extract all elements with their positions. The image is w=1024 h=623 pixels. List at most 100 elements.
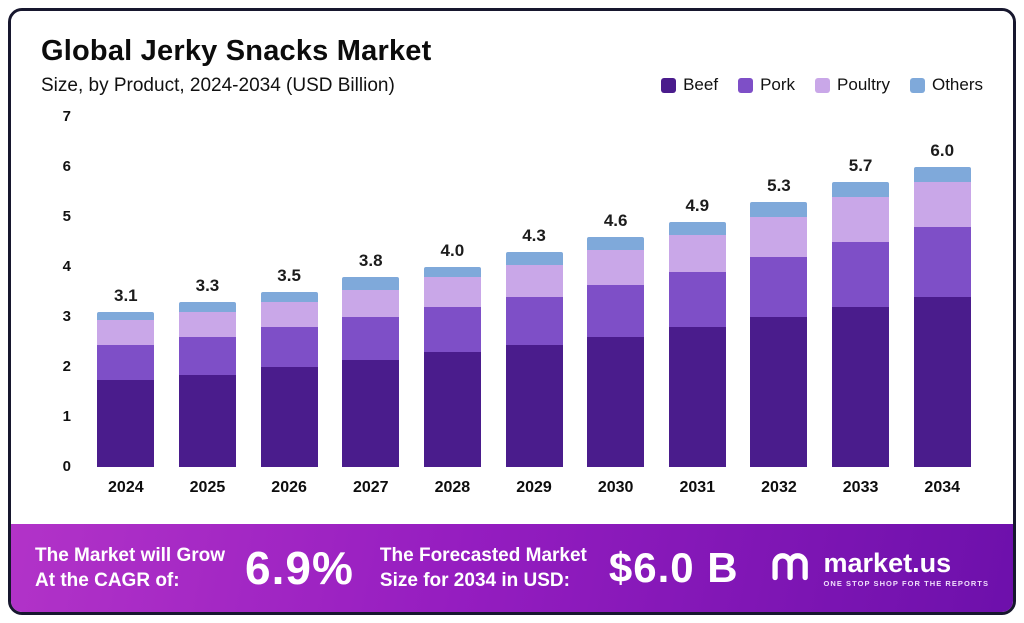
x-axis-label: 2030 [597,479,634,496]
bars: 3.1 2024 3.3 2025 3.5 2026 3.8 2027 4.0 2028 4.3 20… [85,117,983,497]
header-row: Global Jerky Snacks Market Size, by Prod… [41,33,983,101]
bar-column: 6.0 2034 [901,117,983,497]
bar-stack [832,182,890,467]
bar-total-label: 5.7 [848,156,873,175]
bar-stack [505,252,563,467]
bar-segment-beef [97,379,155,467]
bar-segment-poultry [587,249,645,285]
infographic-card: Global Jerky Snacks Market Size, by Prod… [8,8,1016,615]
bar-total-label: 6.0 [930,141,955,160]
bar-segment-beef [587,337,645,467]
bar-stack [342,277,400,467]
bar-segment-beef [260,367,318,467]
page-subtitle: Size, by Product, 2024-2034 (USD Billion… [41,75,395,96]
bar-segment-poultry [260,302,318,327]
bar-segment-pork [832,242,890,307]
forecast-value: $6.0 B [608,544,739,591]
bar-segment-beef [832,307,890,467]
x-axis-label: 2033 [842,479,879,496]
bar-segment-poultry [668,234,726,272]
forecast-label-line1: The Forecasted Market [379,545,587,566]
bar-segment-pork [260,327,318,367]
bar-segment-beef [505,344,563,467]
bar-segment-poultry [342,289,400,317]
bar-column: 4.0 2028 [412,117,494,497]
bar-segment-others [342,277,400,290]
bar-segment-beef [342,359,400,467]
bar-area: 3.5 [260,117,318,467]
bar-segment-pork [97,344,155,380]
bar-segment-poultry [505,264,563,297]
bar-segment-pork [668,272,726,327]
title-block: Global Jerky Snacks Market Size, by Prod… [41,33,431,101]
x-axis-label: 2026 [271,479,307,496]
bar-segment-others [587,237,645,250]
bar-total-label: 4.9 [685,196,710,215]
y-tick-label: 1 [62,408,71,425]
x-axis-label: 2024 [108,479,144,496]
bar-segment-others [750,202,808,217]
y-tick-label: 7 [62,108,71,125]
y-tick-label: 4 [62,258,71,275]
bar-segment-pork [423,307,481,352]
legend-item-others: Others [909,75,983,95]
legend-swatch-beef [661,77,677,93]
bar-total-label: 3.3 [195,276,220,295]
bar-area: 4.9 [668,117,726,467]
stacked-bar-chart: 0 1 2 3 4 5 6 7 3.1 2024 3.3 2025 3.5 2026 3.8 2027 4.0… [41,108,983,497]
legend-label: Beef [683,75,719,94]
bar-segment-pork [750,257,808,317]
bar-segment-others [423,267,481,277]
x-axis-label: 2029 [516,479,552,496]
bar-stack [97,312,155,467]
bar-segment-poultry [423,277,481,307]
y-tick-label: 0 [62,458,71,475]
legend-item-poultry: Poultry [815,75,890,95]
bar-stack [260,292,318,467]
bar-area: 3.8 [342,117,400,467]
x-axis-label: 2034 [924,479,961,496]
bar-segment-poultry [750,217,808,257]
bar-area: 6.0 [913,117,971,467]
x-axis-label: 2028 [434,479,471,496]
legend-swatch-poultry [815,77,831,93]
x-axis-label: 2025 [189,479,226,496]
legend-label: Others [931,75,983,94]
bar-segment-pork [587,284,645,337]
bar-stack [913,167,971,467]
logo-tagline: ONE STOP SHOP FOR THE REPORTS [823,578,989,588]
bar-segment-pork [342,317,400,360]
bar-total-label: 3.8 [358,251,383,270]
legend-label: Pork [760,75,796,94]
page-title: Global Jerky Snacks Market [41,35,432,67]
cagr-label: The Market will Grow At the CAGR of: [35,543,225,593]
legend-item-pork: Pork [738,75,795,95]
y-tick-label: 6 [62,158,71,175]
bar-segment-others [97,312,155,320]
bar-segment-poultry [832,197,890,242]
market-us-logo: market.us ONE STOP SHOP FOR THE REPORTS [768,548,989,589]
bar-stack [178,302,236,467]
market-us-logo-icon [768,548,814,589]
bar-total-label: 5.3 [767,176,791,195]
bar-segment-pork [178,337,236,375]
y-axis: 0 1 2 3 4 5 6 7 [41,108,85,475]
bar-area: 5.3 [750,117,808,467]
bar-segment-poultry [178,312,236,337]
bar-segment-others [668,222,726,235]
bar-area: 3.3 [178,117,236,467]
bar-total-label: 3.5 [277,266,301,285]
bar-column: 3.5 2026 [248,117,330,497]
x-axis-label: 2031 [679,479,716,496]
bar-column: 4.6 2030 [575,117,657,497]
legend-label: Poultry [837,75,890,94]
bar-column: 4.3 2029 [493,117,575,497]
bar-stack [668,222,726,467]
legend-item-beef: Beef [661,75,718,95]
x-axis-label: 2032 [761,479,797,496]
cagr-label-line2: At the CAGR of: [35,570,180,591]
bar-stack [587,237,645,467]
x-axis-label: 2027 [352,479,389,496]
forecast-label-line2: Size for 2034 in USD: [379,570,570,591]
